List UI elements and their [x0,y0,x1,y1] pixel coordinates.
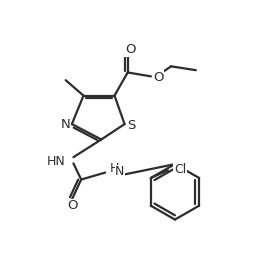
Text: O: O [153,70,164,84]
Text: O: O [67,199,78,212]
Text: HN: HN [47,154,66,168]
Text: N: N [61,117,70,131]
Text: S: S [127,119,136,132]
Text: Cl: Cl [174,163,186,176]
Text: H: H [110,162,119,175]
Text: O: O [125,43,135,56]
Text: N: N [115,165,125,178]
